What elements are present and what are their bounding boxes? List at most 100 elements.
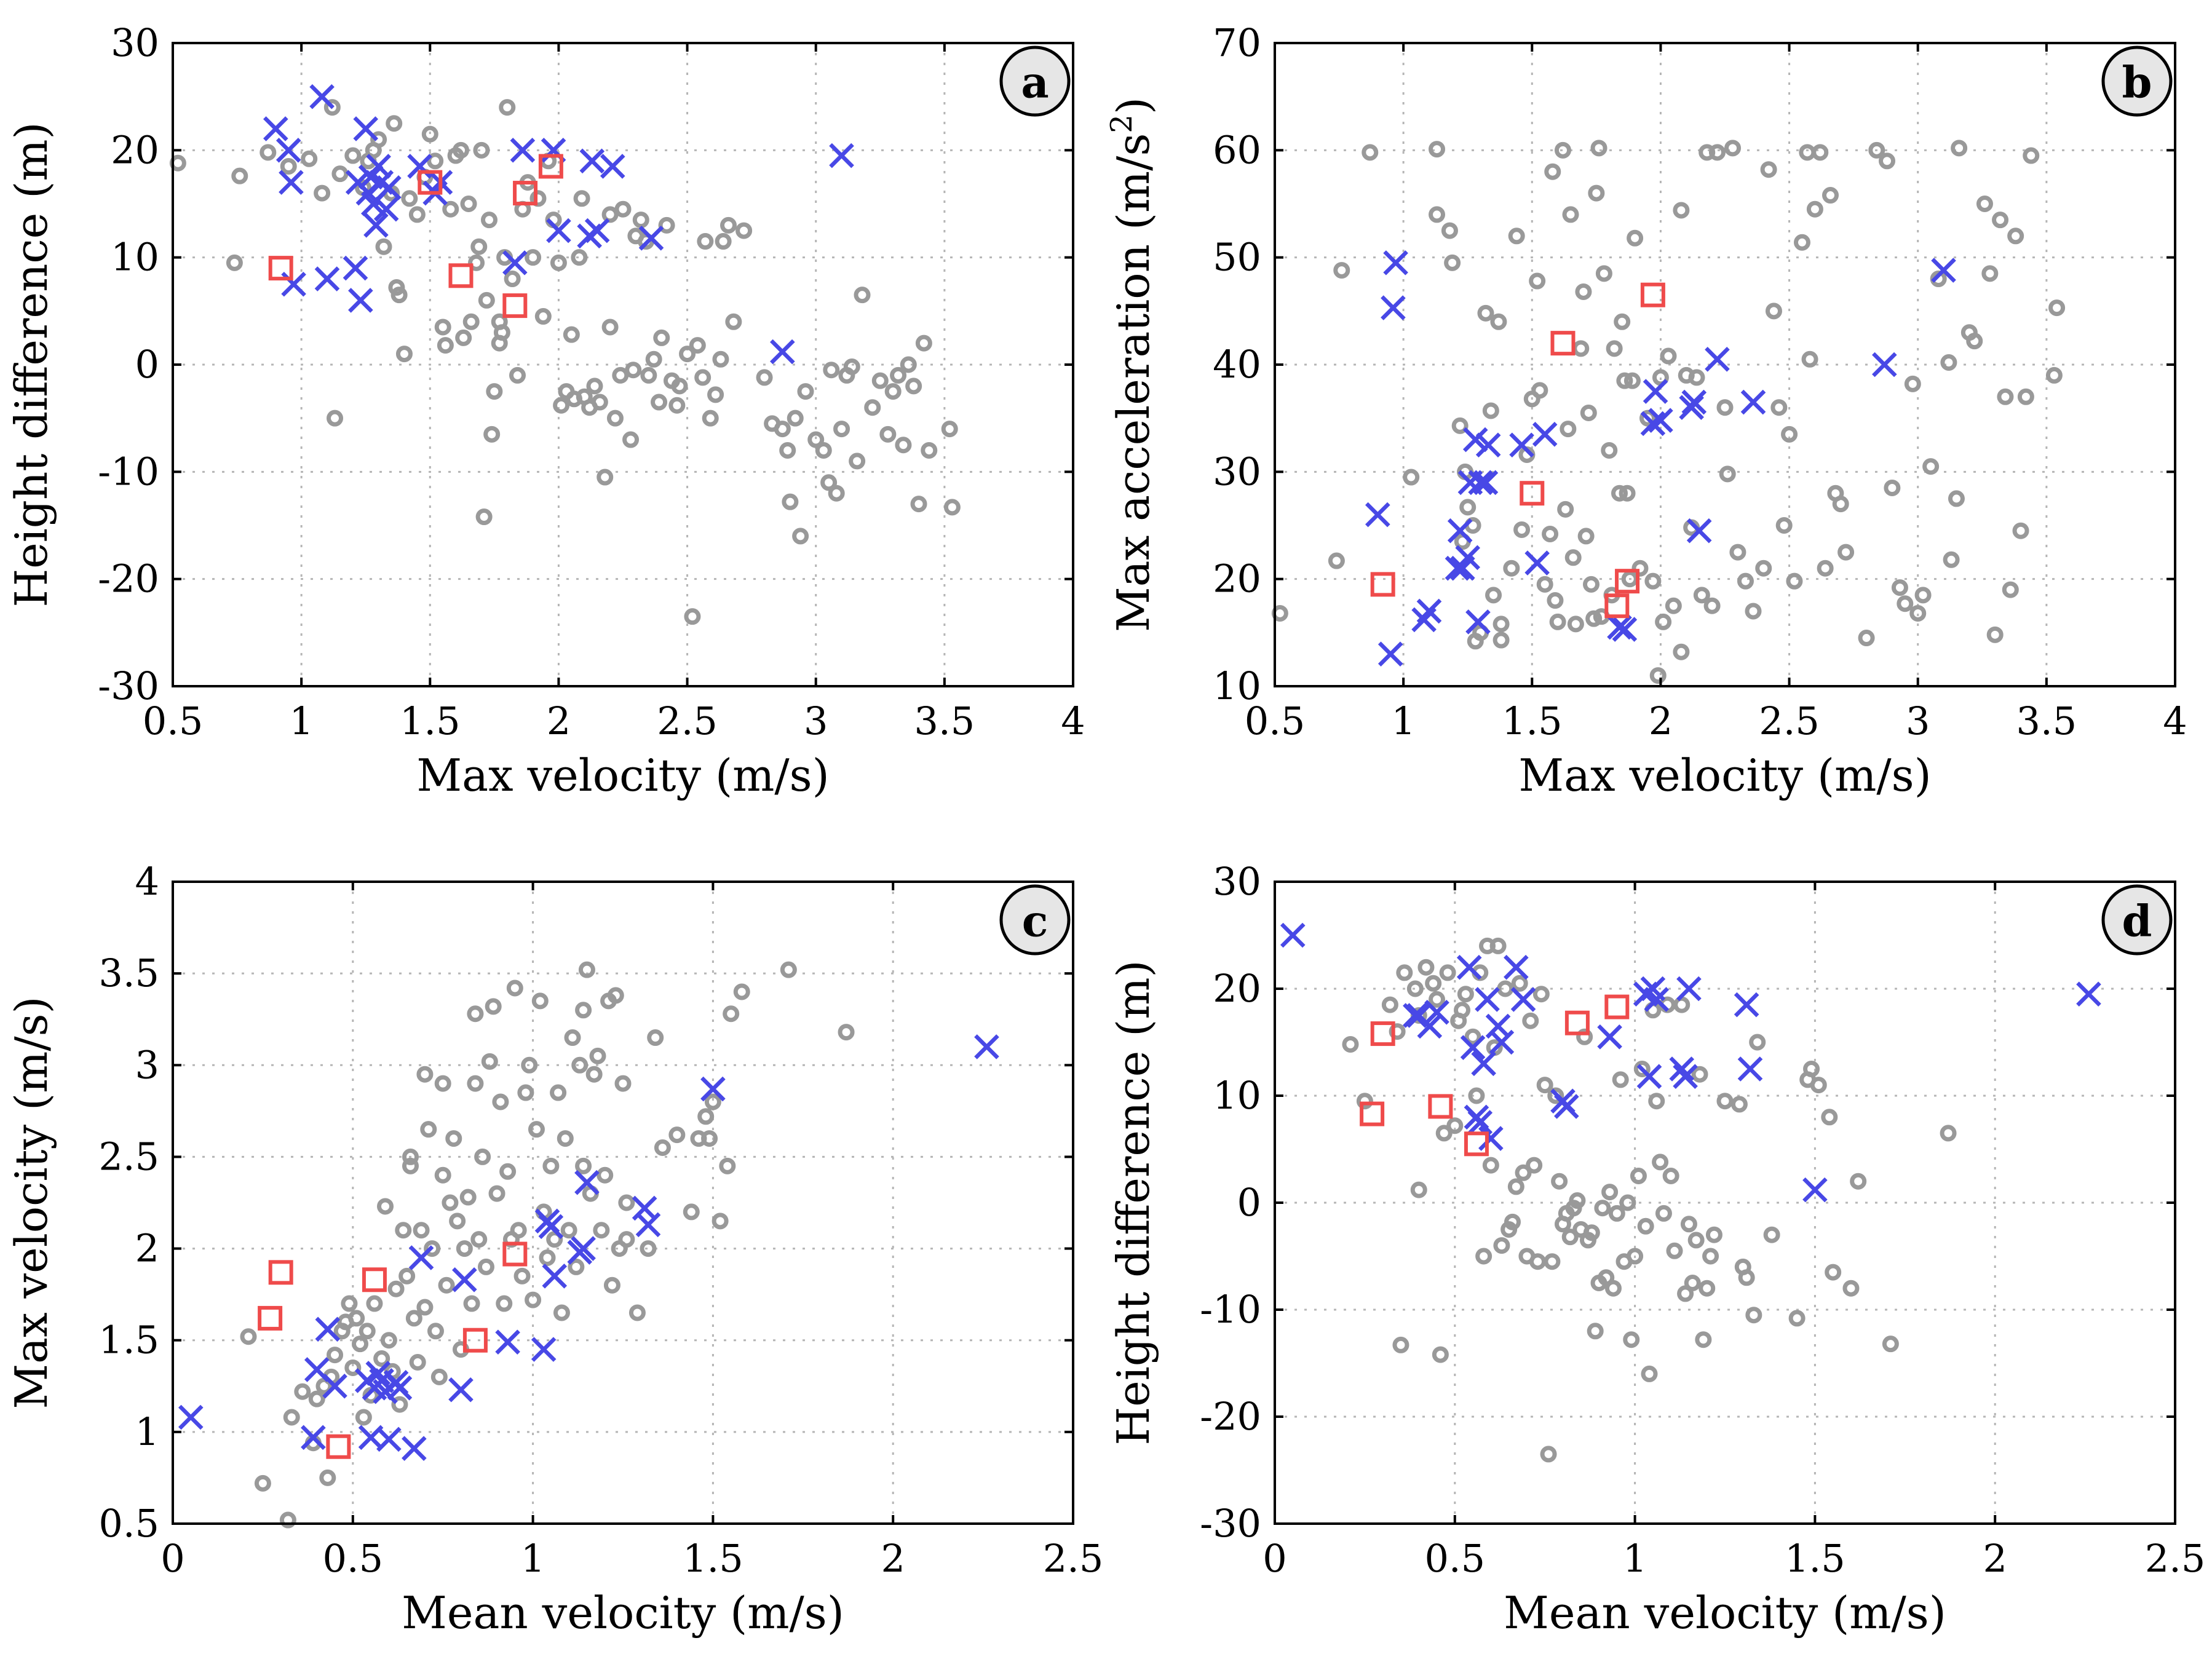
panel-a-circle-point	[684, 608, 701, 625]
panel-d-square-point	[1370, 1021, 1395, 1047]
panel-c-circle-point	[413, 1222, 430, 1239]
panel-b-circle-point	[1948, 490, 1965, 507]
panel-b-circle-point	[1529, 272, 1546, 290]
panel-d-circle-point	[1598, 1269, 1615, 1286]
panel-a-circle-point	[849, 453, 866, 470]
panel-a-circle-point	[735, 222, 753, 239]
panel-d-cross-point	[1669, 1056, 1695, 1082]
panel-a-circle-point	[614, 200, 632, 218]
panel-c-circle-point	[477, 1258, 494, 1275]
panel-b-circle-point	[1793, 234, 1810, 251]
panel-d-circle-point	[1583, 1224, 1600, 1241]
panel-d-circle-point	[1695, 1331, 1712, 1348]
panel-d-circle-point	[1641, 1365, 1658, 1382]
panel-b-y-axis-label: Max acceleration (m/s2)	[1104, 97, 1159, 632]
panel-c-circle-point	[597, 1166, 614, 1184]
panel-b-circle-point	[1909, 604, 1927, 622]
panel-a-circle-point	[386, 115, 403, 132]
panel-d-cross-point	[1424, 999, 1449, 1025]
panel-c-circle-point	[387, 1280, 405, 1297]
panel-c-circle-point	[456, 1240, 473, 1257]
panel-b-circle-point	[1951, 140, 1968, 157]
panel-c-circle-point	[402, 1148, 419, 1165]
panel-b-points	[1271, 140, 2066, 684]
panel-d-cross-point	[1403, 1003, 1428, 1028]
y-tick-label: 4	[135, 859, 159, 904]
panel-b-cross-point	[1931, 258, 1956, 283]
panel-a-circle-point	[915, 334, 932, 352]
panel-a-circle-point	[525, 249, 542, 266]
panel-c-cross-point	[408, 1245, 434, 1270]
panel-b-circle-point	[1588, 184, 1605, 202]
x-tick-label: 2.5	[657, 699, 718, 743]
panel-b-circle-point	[1623, 372, 1641, 389]
panel-c-circle-point	[557, 1130, 574, 1147]
panel-b-circle-point	[1755, 560, 1772, 577]
panel-c-cross-point	[448, 1377, 474, 1403]
panel-d-circle-point	[1705, 1226, 1722, 1243]
panel-b-circle-point	[2007, 228, 2024, 245]
panel-c-circle-point	[589, 1047, 606, 1064]
panel-b-circle-point	[1451, 417, 1469, 434]
panel-b-circle-point	[1503, 560, 1520, 577]
panel-d-circle-point	[1687, 1232, 1705, 1249]
panel-d-circle-point	[1637, 1217, 1654, 1235]
panel-a-cross-point	[309, 84, 335, 109]
panel-b-cross-point	[1705, 346, 1730, 372]
panel-c-circle-point	[578, 961, 595, 978]
panel-b-circle-point	[1655, 613, 1672, 630]
panel-d-circle-point	[1652, 1154, 1669, 1171]
panel-b-circle-point	[1572, 340, 1590, 357]
panel-d-circle-point	[1648, 1093, 1665, 1110]
panel-b-circle-point	[1560, 421, 1577, 438]
y-tick-label: 0	[135, 342, 159, 387]
x-tick-label: 1	[1623, 1536, 1647, 1581]
panel-c-cross-point	[376, 1427, 402, 1452]
panel-c-circle-point	[380, 1332, 397, 1349]
panel-a-circle-point	[797, 383, 814, 400]
x-tick-label: 1.5	[1785, 1536, 1845, 1581]
panel-b-circle-point	[1981, 265, 1999, 282]
panel-c-circle-point	[628, 1304, 646, 1321]
x-tick-label: 3	[804, 699, 828, 743]
panel-a-circle-point	[787, 410, 804, 427]
panel-d-circle-point	[1536, 1077, 1553, 1094]
panel-b-circle-point	[1544, 163, 1561, 180]
panel-d-circle-point	[1529, 1253, 1546, 1270]
panel-d-cross-point	[1485, 1013, 1511, 1039]
panel-b-circle-point	[1868, 141, 1885, 159]
panel-c-circle-point	[427, 1323, 444, 1340]
panel-c-square-point	[326, 1434, 351, 1459]
panel-c-cross-point	[974, 1034, 999, 1059]
panel-a-circle-point	[571, 249, 588, 266]
panel-d-circle-point	[1677, 1285, 1694, 1302]
panel-b-circle-point	[1884, 479, 1901, 496]
panel-d-circle-point	[1356, 1093, 1373, 1110]
panel-d-circle-point	[1342, 1035, 1359, 1053]
panel-c-circle-point	[575, 1157, 592, 1174]
panel-c-circle-point	[640, 1240, 657, 1257]
panel-b-circle-point	[1606, 340, 1623, 357]
panel-a-circle-point	[900, 356, 917, 373]
panel-c-cross-point	[574, 1169, 600, 1195]
panel-d-circle-point	[1662, 1168, 1679, 1184]
panel-b-circle-point	[1891, 579, 1908, 596]
panel-b-circle-point	[1966, 333, 1983, 350]
panel-c-circle-point	[564, 1029, 581, 1047]
panel-b-circle-point	[1817, 560, 1834, 577]
panel-c-circle-point	[373, 1350, 390, 1367]
panel-b-circle-point	[1832, 496, 1849, 513]
panel-b-cross-point	[1509, 432, 1534, 458]
panel-a-circle-point	[280, 157, 297, 175]
panel-c-circle-point	[402, 1157, 419, 1174]
panel-d-circle-point	[1425, 975, 1442, 992]
y-tick-label: 0	[1237, 1180, 1261, 1225]
panel-d-cross-point	[1554, 1094, 1579, 1119]
x-tick-label: 0	[161, 1536, 184, 1581]
panel-a-circle-point	[442, 200, 459, 218]
panel-d-circle-point	[1439, 964, 1456, 981]
panel-c-cross-point	[542, 1264, 568, 1289]
panel-a-square-point	[418, 170, 443, 195]
panel-c-circle-point	[283, 1409, 300, 1426]
panel-a-circle-point	[388, 279, 405, 296]
